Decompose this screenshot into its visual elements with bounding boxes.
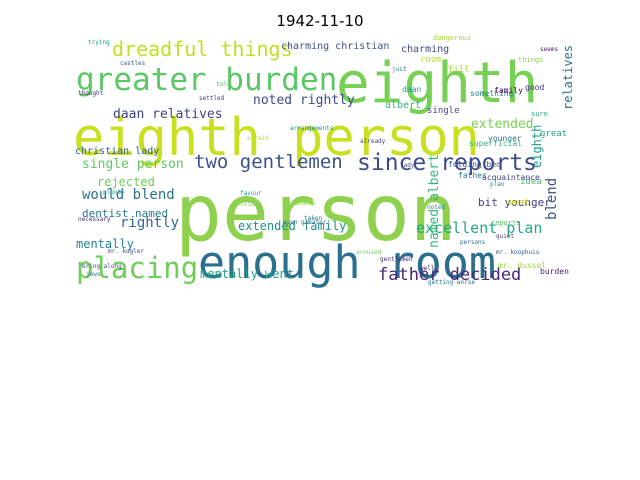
cloud-word: relatives: [561, 45, 575, 110]
cloud-word: told: [216, 81, 231, 88]
cloud-word: bit younger: [478, 196, 551, 209]
cloud-word: things: [518, 56, 543, 64]
cloud-word: placing: [76, 251, 198, 285]
cloud-word: charming christian: [281, 41, 389, 52]
cloud-word: castles: [120, 60, 146, 67]
cloud-word: daan relatives: [113, 107, 223, 122]
cloud-word: plenty: [103, 189, 125, 196]
cloud-word: dentist named: [82, 207, 168, 220]
cloud-word: bring along: [82, 263, 122, 270]
cloud-word: dangerous: [433, 34, 471, 42]
cloud-word: just: [392, 66, 407, 73]
cloud-word: christian lady: [75, 146, 159, 157]
cloud-word: noted rightly: [253, 93, 355, 108]
cloud-word: favour: [240, 190, 262, 197]
cloud-word: gentlemen: [380, 256, 413, 263]
cloud-word: family: [494, 86, 523, 95]
cloud-word: named albert: [427, 154, 442, 248]
word-cloud-background: [73, 36, 578, 286]
cloud-word: acquaintance: [482, 173, 540, 182]
cloud-word: single: [427, 106, 460, 116]
cloud-word: person: [175, 169, 457, 259]
cloud-word: mr. kugler: [108, 248, 145, 255]
cloud-word: excellent plan: [416, 219, 542, 237]
cloud-word: since reports: [357, 150, 537, 176]
cloud-word: mentally went: [200, 267, 294, 281]
cloud-word: mentally: [76, 237, 134, 251]
cloud-word: reports: [491, 219, 521, 227]
cloud-word: mr. dussel: [498, 261, 546, 270]
figure-title: 1942-11-10: [276, 12, 364, 30]
cloud-word: father: [458, 171, 487, 180]
cloud-word: taken: [304, 215, 322, 222]
cloud-word: sensible: [233, 201, 262, 208]
cloud-word: thought: [78, 90, 104, 97]
cloud-word: even greater: [283, 219, 327, 226]
cloud-word: greater burden: [76, 62, 337, 98]
cloud-word: already: [360, 138, 386, 145]
cloud-word: trying: [88, 39, 110, 46]
cloud-word: something: [470, 89, 514, 98]
cloud-word: went: [508, 198, 530, 208]
cloud-word: eighth: [336, 51, 538, 116]
cloud-word: arrangements: [290, 125, 334, 132]
cloud-word: two gentlemen: [194, 151, 343, 173]
cloud-word: good: [525, 83, 544, 92]
cloud-word: great: [540, 129, 567, 139]
cloud-word: folding bed: [448, 160, 501, 169]
cloud-word: dreadful things: [112, 37, 293, 61]
cloud-word: albert: [385, 100, 421, 111]
cloud-word: blend: [544, 178, 560, 220]
cloud-word: superficial: [469, 139, 522, 148]
cloud-word: aroused: [356, 249, 382, 256]
cloud-word: eighth: [530, 125, 544, 168]
cloud-word: daan: [402, 85, 421, 94]
cloud-word: afraid: [247, 135, 269, 142]
cloud-word: idea: [520, 177, 542, 187]
cloud-word: necessary: [78, 216, 111, 223]
cloud-word: quiet: [496, 233, 514, 240]
cloud-word: lady: [400, 162, 415, 169]
cloud-word: burden: [540, 267, 569, 276]
cloud-word: well: [420, 265, 435, 272]
cloud-word: fill: [448, 65, 470, 75]
cloud-word: rightly: [120, 215, 179, 231]
cloud-word: getting worse: [428, 279, 475, 286]
cloud-word: seems: [540, 46, 558, 53]
cloud-word: younger: [488, 134, 522, 143]
cloud-word: jews: [86, 271, 101, 278]
cloud-word: enough room: [198, 236, 496, 289]
cloud-word: mr. koophuis: [496, 249, 540, 256]
cloud-word: noted: [427, 204, 445, 211]
cloud-word: room: [420, 55, 442, 65]
cloud-word: extended: [471, 117, 534, 132]
cloud-word: sure: [531, 110, 548, 118]
cloud-word: eighth person: [73, 108, 480, 168]
cloud-word: single person: [82, 157, 184, 172]
cloud-word: charming: [401, 44, 449, 55]
cloud-word: settled: [199, 95, 225, 102]
cloud-word: persons: [460, 239, 486, 246]
cloud-word: would blend: [82, 187, 175, 203]
cloud-word: plan: [490, 181, 505, 188]
cloud-word: rejected: [97, 175, 155, 189]
cloud-word: probable: [287, 200, 316, 207]
cloud-word: father decided: [378, 265, 521, 285]
cloud-word: extended family: [238, 219, 346, 233]
